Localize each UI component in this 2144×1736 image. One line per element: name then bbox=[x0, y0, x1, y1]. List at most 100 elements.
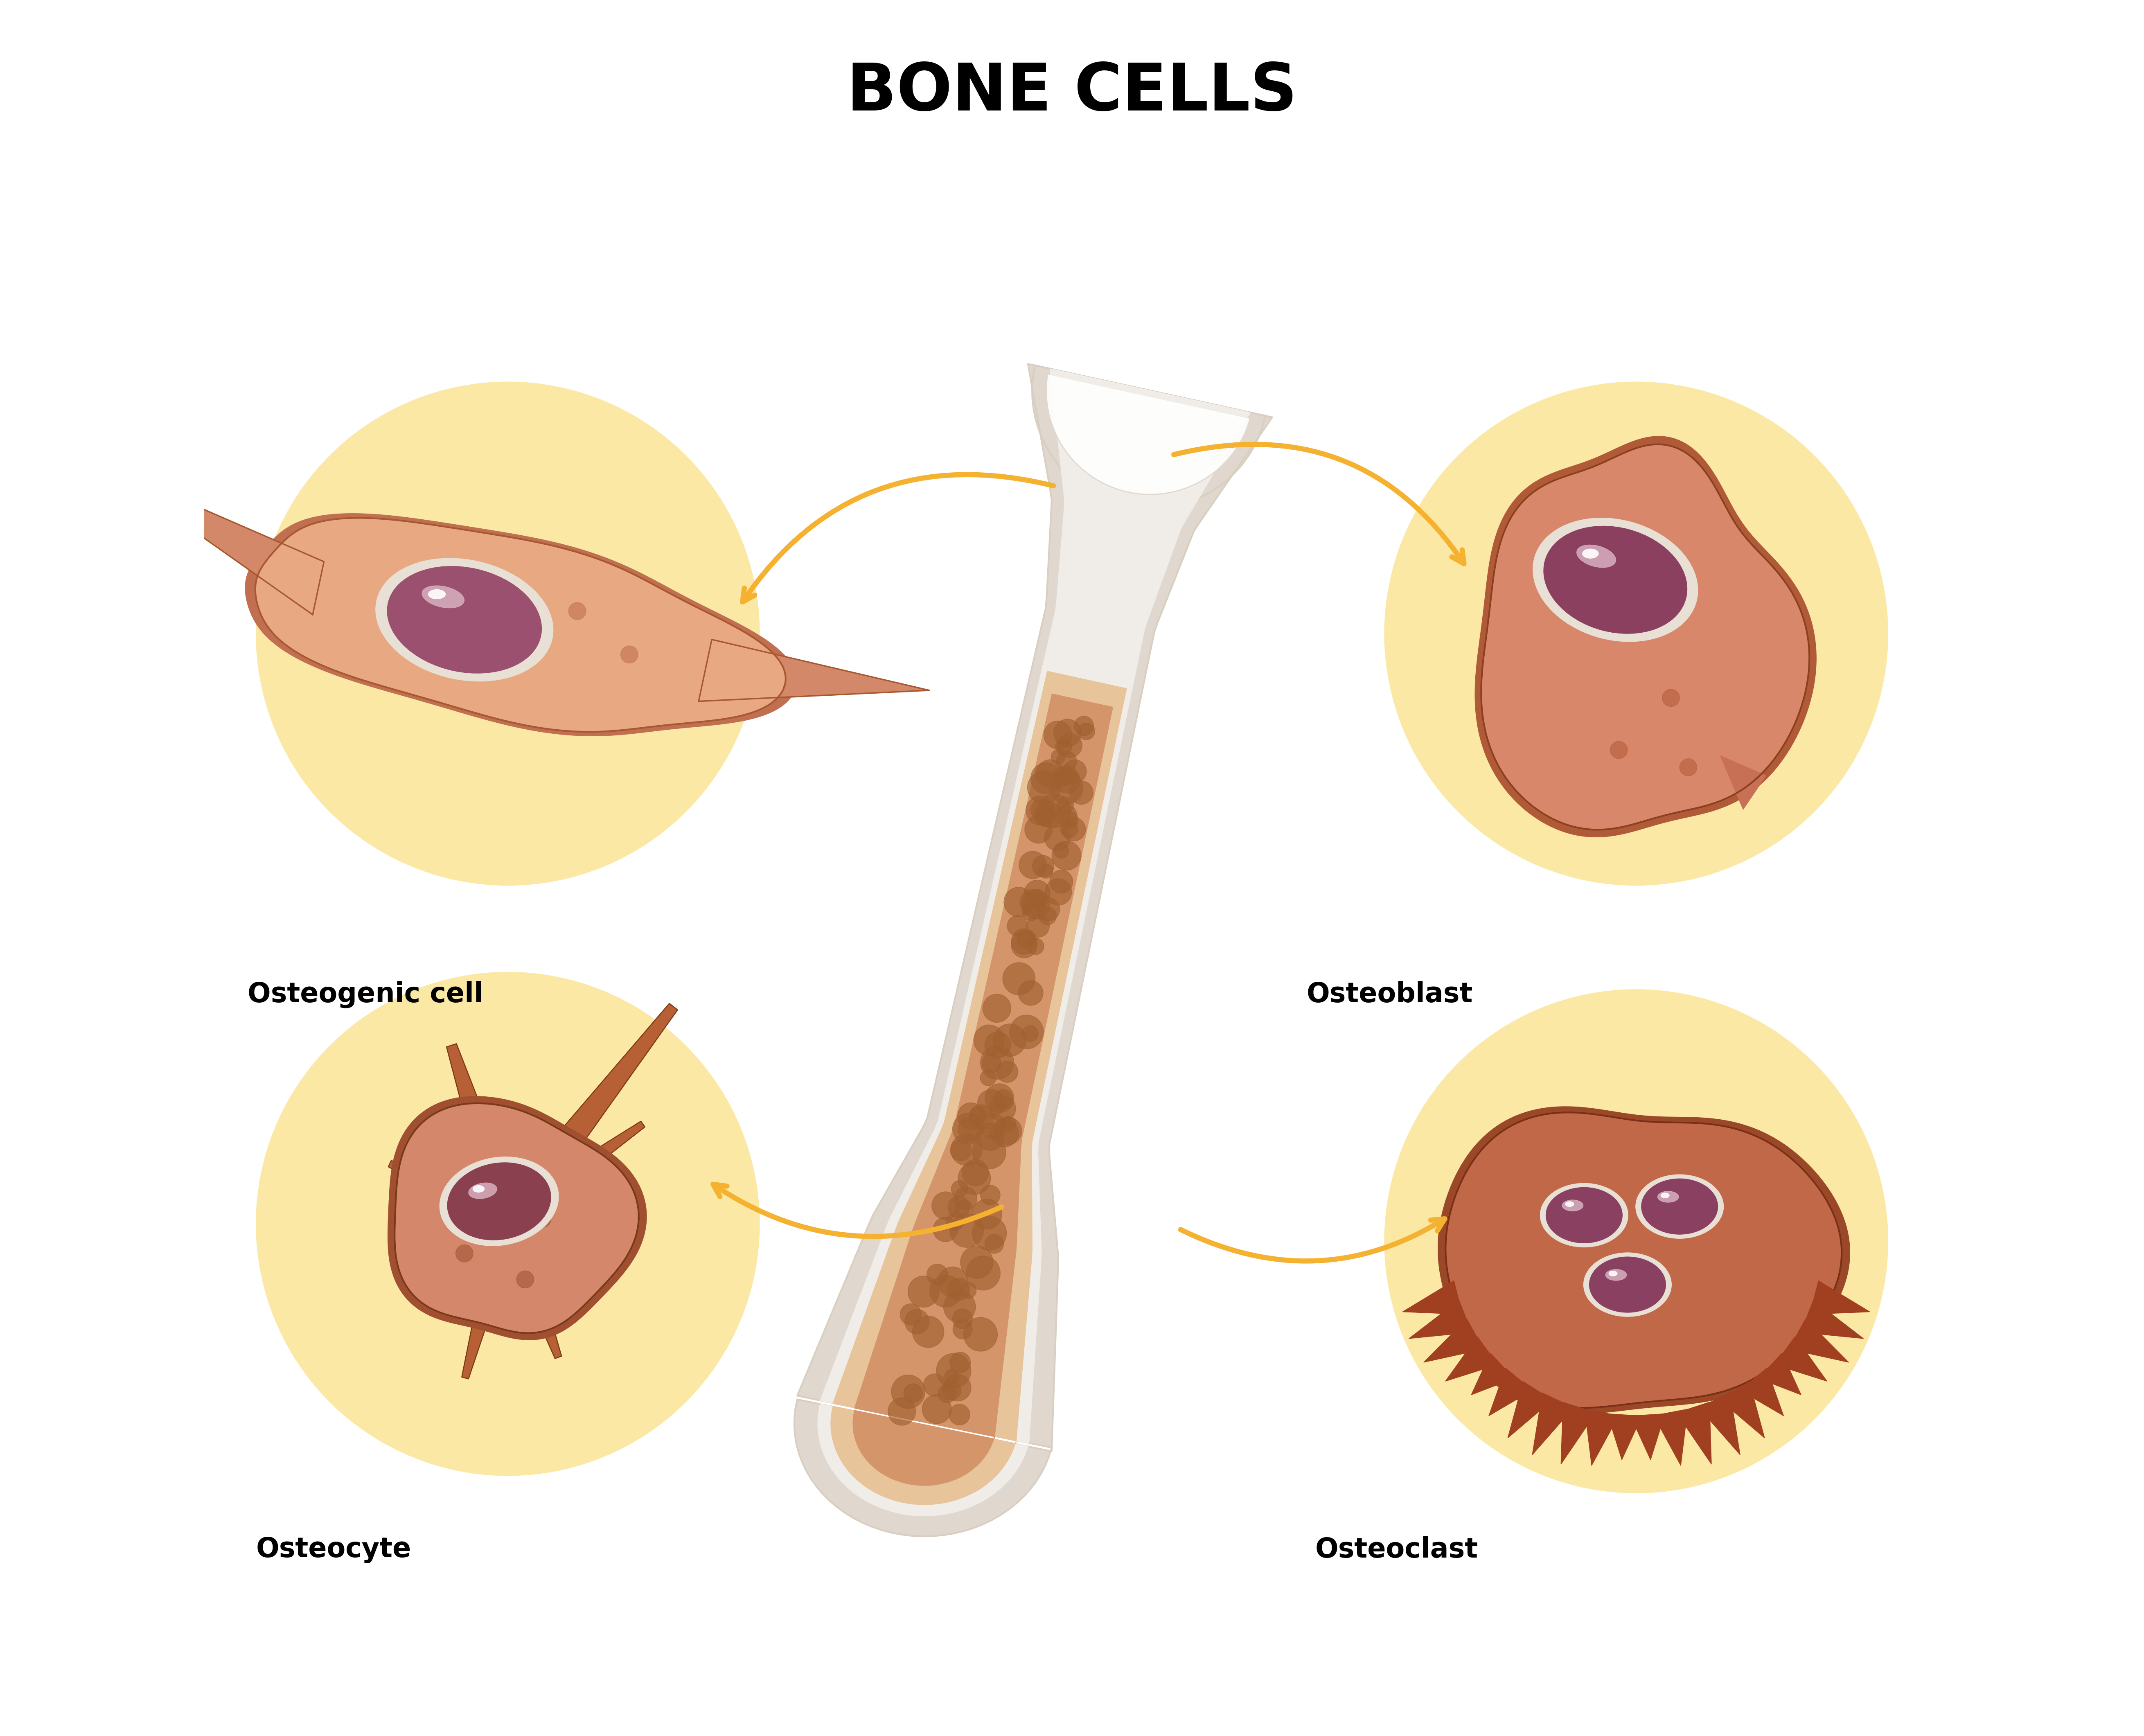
Circle shape bbox=[1055, 806, 1076, 826]
Ellipse shape bbox=[1576, 545, 1617, 568]
Circle shape bbox=[963, 1318, 997, 1351]
Circle shape bbox=[982, 1054, 1001, 1073]
Polygon shape bbox=[1653, 1410, 1687, 1465]
Circle shape bbox=[1044, 878, 1072, 904]
Circle shape bbox=[900, 1304, 922, 1325]
Circle shape bbox=[1074, 717, 1093, 736]
Ellipse shape bbox=[422, 585, 465, 608]
Circle shape bbox=[924, 1373, 946, 1396]
Circle shape bbox=[943, 1375, 971, 1401]
Ellipse shape bbox=[1642, 1179, 1717, 1234]
Circle shape bbox=[1031, 856, 1055, 877]
Circle shape bbox=[907, 1276, 939, 1307]
Polygon shape bbox=[1475, 436, 1816, 837]
Circle shape bbox=[973, 1135, 1006, 1168]
Ellipse shape bbox=[1582, 549, 1599, 559]
Circle shape bbox=[995, 1118, 1023, 1144]
Circle shape bbox=[1057, 797, 1074, 814]
Ellipse shape bbox=[388, 566, 542, 674]
Polygon shape bbox=[699, 639, 928, 701]
Circle shape bbox=[1036, 898, 1059, 922]
Polygon shape bbox=[394, 1104, 639, 1333]
Polygon shape bbox=[793, 365, 1271, 1536]
Circle shape bbox=[943, 1292, 976, 1323]
Circle shape bbox=[1025, 816, 1053, 844]
Circle shape bbox=[991, 1118, 1018, 1147]
Circle shape bbox=[978, 1090, 1006, 1116]
Ellipse shape bbox=[1563, 1200, 1582, 1212]
Circle shape bbox=[1044, 825, 1070, 851]
Polygon shape bbox=[255, 517, 785, 733]
Circle shape bbox=[1038, 906, 1057, 925]
Polygon shape bbox=[1775, 1337, 1827, 1382]
Circle shape bbox=[950, 1352, 971, 1373]
Circle shape bbox=[913, 1316, 943, 1347]
Circle shape bbox=[1003, 887, 1033, 917]
Polygon shape bbox=[1482, 444, 1810, 830]
Polygon shape bbox=[1810, 1281, 1870, 1314]
Circle shape bbox=[980, 1045, 1014, 1080]
Ellipse shape bbox=[1539, 1184, 1627, 1246]
Circle shape bbox=[973, 1024, 1003, 1055]
Text: Osteoblast: Osteoblast bbox=[1306, 981, 1473, 1009]
Polygon shape bbox=[1698, 1392, 1741, 1455]
Polygon shape bbox=[1677, 1403, 1711, 1463]
Polygon shape bbox=[1719, 1382, 1765, 1437]
Circle shape bbox=[926, 1264, 948, 1285]
Circle shape bbox=[1012, 929, 1038, 955]
Circle shape bbox=[1061, 821, 1078, 838]
Circle shape bbox=[950, 1404, 969, 1425]
Polygon shape bbox=[1409, 1300, 1471, 1338]
Circle shape bbox=[1078, 722, 1096, 740]
Circle shape bbox=[1053, 844, 1070, 858]
Circle shape bbox=[465, 654, 482, 672]
Circle shape bbox=[952, 1309, 973, 1328]
Circle shape bbox=[903, 1384, 922, 1403]
Ellipse shape bbox=[375, 559, 553, 681]
Circle shape bbox=[1051, 870, 1072, 894]
Circle shape bbox=[982, 995, 1012, 1023]
Circle shape bbox=[1610, 741, 1627, 759]
Polygon shape bbox=[502, 1121, 645, 1229]
Circle shape bbox=[905, 1309, 928, 1333]
Ellipse shape bbox=[255, 972, 759, 1476]
Polygon shape bbox=[1471, 1352, 1514, 1394]
Circle shape bbox=[1027, 937, 1044, 955]
Circle shape bbox=[1038, 793, 1070, 828]
Ellipse shape bbox=[1385, 990, 1889, 1493]
Circle shape bbox=[1027, 915, 1048, 937]
Circle shape bbox=[1008, 915, 1027, 936]
Polygon shape bbox=[1584, 1410, 1619, 1465]
Circle shape bbox=[1679, 759, 1696, 776]
Circle shape bbox=[1025, 880, 1051, 906]
Polygon shape bbox=[502, 1212, 587, 1292]
Polygon shape bbox=[1533, 1392, 1574, 1455]
Circle shape bbox=[950, 1213, 984, 1248]
Circle shape bbox=[1031, 762, 1061, 793]
Circle shape bbox=[1001, 1116, 1016, 1132]
Circle shape bbox=[1036, 802, 1061, 828]
Text: Osteocyte: Osteocyte bbox=[255, 1536, 412, 1564]
Polygon shape bbox=[388, 1160, 512, 1229]
Circle shape bbox=[1057, 752, 1076, 771]
Circle shape bbox=[568, 602, 585, 620]
Ellipse shape bbox=[1565, 1201, 1574, 1207]
Circle shape bbox=[961, 1283, 976, 1299]
Circle shape bbox=[1036, 760, 1063, 788]
Circle shape bbox=[930, 1274, 963, 1307]
Circle shape bbox=[1057, 766, 1076, 785]
Circle shape bbox=[997, 1061, 1018, 1083]
Polygon shape bbox=[99, 464, 324, 615]
Ellipse shape bbox=[1546, 1187, 1623, 1243]
Polygon shape bbox=[1507, 1382, 1552, 1437]
Ellipse shape bbox=[474, 1186, 485, 1193]
Circle shape bbox=[1038, 865, 1053, 878]
Polygon shape bbox=[1801, 1300, 1863, 1338]
Polygon shape bbox=[1402, 1281, 1462, 1314]
Circle shape bbox=[922, 1394, 952, 1424]
Circle shape bbox=[988, 1095, 1016, 1121]
Ellipse shape bbox=[1385, 382, 1889, 885]
Circle shape bbox=[993, 1090, 1012, 1109]
Polygon shape bbox=[495, 1213, 562, 1359]
Circle shape bbox=[1061, 811, 1078, 828]
